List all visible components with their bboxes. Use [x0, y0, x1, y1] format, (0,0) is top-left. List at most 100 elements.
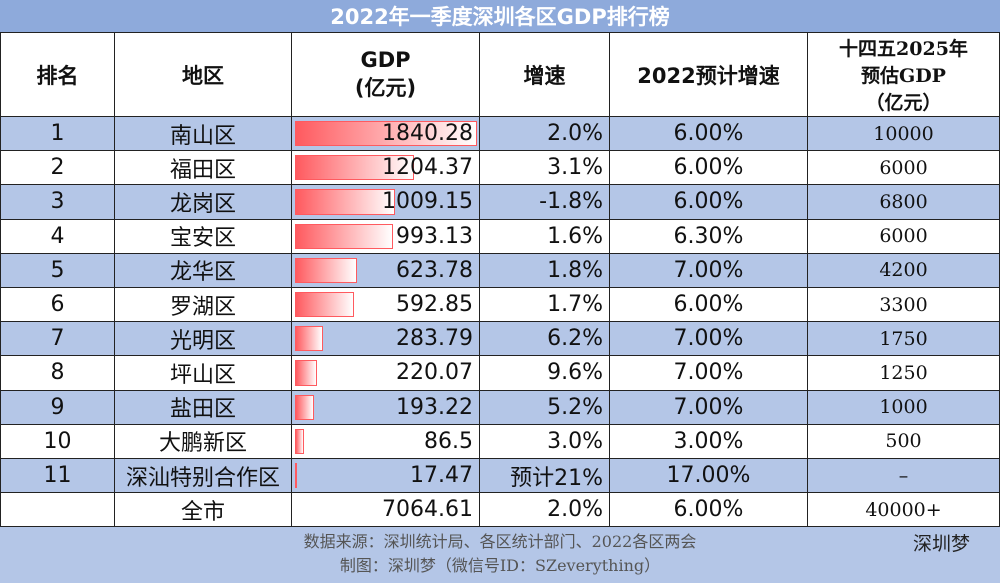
cell: 1840.28 [292, 117, 480, 152]
data-bar [295, 223, 394, 249]
cell: 11 [0, 459, 115, 494]
cell: 光明区 [115, 322, 292, 357]
cell: 6.00% [610, 185, 808, 220]
gdp-value: 993.13 [396, 223, 473, 249]
cell: 2 [0, 151, 115, 186]
cell: 坪山区 [115, 356, 292, 391]
cell: 1.7% [480, 288, 610, 323]
cell: 592.85 [292, 288, 480, 323]
gdp-value: 220.07 [396, 360, 473, 386]
cell: 7.00% [610, 356, 808, 391]
cell: 2.0% [480, 117, 610, 152]
gdp-value: 592.85 [396, 292, 473, 318]
cell: 8 [0, 356, 115, 391]
cell: 5.2% [480, 390, 610, 425]
cell: 7.00% [610, 253, 808, 288]
gdp-value: 1009.15 [382, 189, 473, 215]
cell: 7.00% [610, 390, 808, 425]
cell: 3.1% [480, 151, 610, 186]
cell: 9 [0, 390, 115, 425]
cell: 17.00% [610, 459, 808, 494]
cell: 40000+ [808, 493, 1000, 527]
data-bar [295, 155, 415, 181]
cell: 3.0% [480, 424, 610, 459]
cell: 深汕特别合作区 [115, 459, 292, 494]
cell: 3300 [808, 288, 1000, 323]
table-title: 2022年一季度深圳各区GDP排行榜 [0, 0, 1000, 33]
cell: 3.00% [610, 424, 808, 459]
cell: 1750 [808, 322, 1000, 357]
source: 数据来源：深圳统计局、各区统计部门、2022各区两会 [303, 532, 697, 551]
cell: 罗湖区 [115, 288, 292, 323]
cell: – [808, 459, 1000, 494]
gdp-value: 1840.28 [382, 121, 473, 147]
cell [0, 493, 115, 527]
data-bar [295, 360, 317, 386]
cell: 6.00% [610, 493, 808, 527]
cell: 6800 [808, 185, 1000, 220]
cell: 1000 [808, 390, 1000, 425]
cell: 增速 [480, 33, 610, 117]
cell: 500 [808, 424, 1000, 459]
data-bar [295, 121, 477, 147]
cell: 10 [0, 424, 115, 459]
cell: 7064.61 [292, 493, 480, 527]
data-bar [295, 257, 357, 283]
cell: 7 [0, 322, 115, 357]
cell: 3 [0, 185, 115, 220]
cell: 5 [0, 253, 115, 288]
cell: 9.6% [480, 356, 610, 391]
cell: 2022预计增速 [610, 33, 808, 117]
data-bar [295, 292, 354, 318]
cell: 1 [0, 117, 115, 152]
data-bar [295, 428, 304, 454]
cell: 地区 [115, 33, 292, 117]
cell: 6000 [808, 151, 1000, 186]
gdp-value: 1204.37 [382, 155, 473, 181]
cell: 南山区 [115, 117, 292, 152]
cell: 预计21% [480, 459, 610, 494]
cell: 6000 [808, 219, 1000, 254]
cell: 排名 [0, 33, 115, 117]
gdp-value: 193.22 [396, 394, 473, 420]
cell: -1.8% [480, 185, 610, 220]
cell: GDP (亿元) [292, 33, 480, 117]
cell: 10000 [808, 117, 1000, 152]
cell: 623.78 [292, 253, 480, 288]
cell: 6.00% [610, 117, 808, 152]
data-bar [295, 189, 395, 215]
data-bar [295, 394, 315, 420]
cell: 宝安区 [115, 219, 292, 254]
cell: 2.0% [480, 493, 610, 527]
cell: 220.07 [292, 356, 480, 391]
cell: 盐田区 [115, 390, 292, 425]
cell: 福田区 [115, 151, 292, 186]
data-bar [295, 463, 297, 489]
cell: 6.00% [610, 288, 808, 323]
cell: 17.47 [292, 459, 480, 494]
cell: 993.13 [292, 219, 480, 254]
cell: 十四五2025年 预估GDP （亿元） [808, 33, 1000, 117]
cell: 全市 [115, 493, 292, 527]
cell: 龙华区 [115, 253, 292, 288]
cell: 1.6% [480, 219, 610, 254]
footer: 数据来源：深圳统计局、各区统计部门、2022各区两会 制图：深圳梦（微信号ID：… [0, 527, 1000, 583]
cell: 大鹏新区 [115, 424, 292, 459]
cell: 6.2% [480, 322, 610, 357]
gdp-value: 17.47 [410, 463, 473, 489]
credit: 制图：深圳梦（微信号ID：SZeverything） [339, 556, 661, 575]
logo: 深圳梦 [912, 533, 970, 555]
cell: 283.79 [292, 322, 480, 357]
cell: 4 [0, 219, 115, 254]
cell: 1204.37 [292, 151, 480, 186]
gdp-value: 283.79 [396, 326, 473, 352]
data-bar [295, 326, 324, 352]
gdp-value: 623.78 [396, 257, 473, 283]
cell: 6.30% [610, 219, 808, 254]
cell: 龙岗区 [115, 185, 292, 220]
cell: 193.22 [292, 390, 480, 425]
cell: 1.8% [480, 253, 610, 288]
cell: 1009.15 [292, 185, 480, 220]
cell: 7.00% [610, 322, 808, 357]
